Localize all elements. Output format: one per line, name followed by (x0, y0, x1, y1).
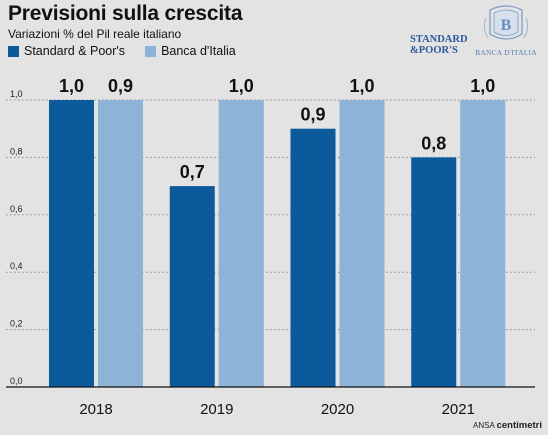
data-label: 0,7 (180, 162, 205, 182)
data-label: 1,0 (349, 76, 374, 96)
bar (218, 100, 264, 387)
legend-item-sp: Standard & Poor's (8, 44, 125, 58)
x-tick-label: 2019 (200, 401, 233, 418)
x-tick-label: 2021 (442, 401, 475, 418)
bar (169, 186, 215, 387)
banca-italia-logo: B BANCA D'ITALIA (470, 4, 542, 64)
y-tick-label: 0,6 (10, 204, 23, 214)
data-label: 1,0 (229, 76, 254, 96)
sp-logo: STANDARD &POOR'S (410, 34, 468, 56)
legend-swatch-bi (145, 45, 157, 57)
data-label: 1,0 (470, 76, 495, 96)
x-tick-label: 2020 (321, 401, 354, 418)
y-tick-label: 0,8 (10, 146, 23, 156)
bar (411, 157, 457, 387)
y-tick-label: 0,0 (10, 376, 23, 386)
data-label: 0,8 (421, 133, 446, 153)
y-tick-label: 1,0 (10, 89, 23, 99)
legend: Standard & Poor's Banca d'Italia (8, 44, 256, 58)
bar (339, 100, 385, 387)
x-tick-label: 2018 (79, 401, 112, 418)
svg-text:B: B (501, 17, 512, 34)
chart-subtitle: Variazioni % del Pil reale italiano (8, 27, 182, 41)
bar (290, 128, 336, 387)
data-label: 0,9 (108, 76, 133, 96)
bar (460, 100, 506, 387)
bar (98, 100, 143, 387)
legend-label-bi: Banca d'Italia (161, 44, 236, 58)
legend-item-bi: Banca d'Italia (145, 44, 236, 58)
y-tick-label: 0,2 (10, 319, 23, 329)
source-credit: ANSA centimetri (473, 420, 542, 431)
data-label: 1,0 (59, 76, 84, 96)
legend-swatch-sp (8, 45, 19, 57)
chart-title: Previsioni sulla crescita (8, 2, 243, 25)
bar (49, 100, 94, 387)
credit-brand: centimetri (496, 420, 542, 431)
y-tick-label: 0,4 (10, 261, 23, 271)
banca-italia-emblem-icon: B (483, 5, 529, 40)
legend-label-sp: Standard & Poor's (24, 44, 126, 58)
data-label: 0,9 (300, 105, 325, 125)
credit-prefix: ANSA (473, 421, 495, 430)
